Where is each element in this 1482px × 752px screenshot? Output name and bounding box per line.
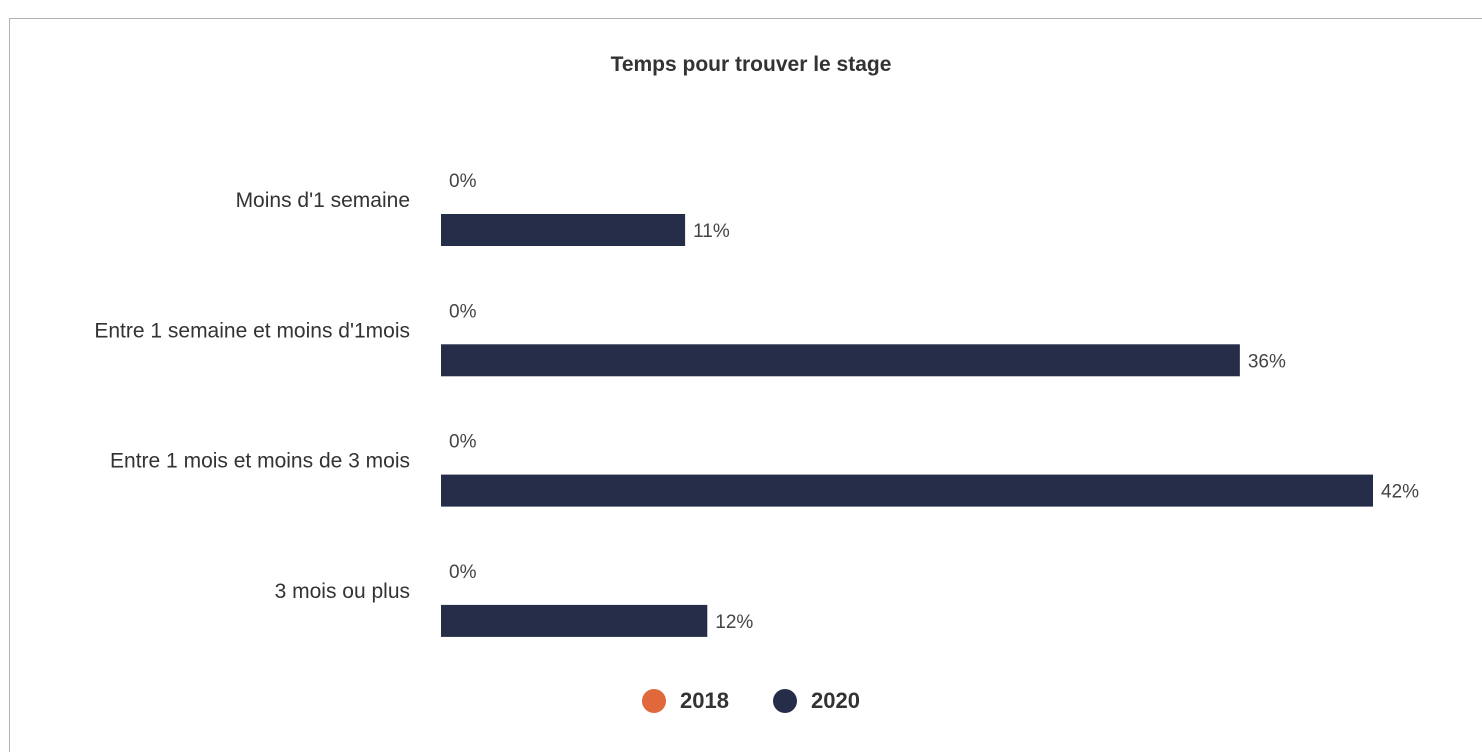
bar-2020-entre-1-semaine-et-moins-d-1mois[interactable]: [441, 344, 1240, 377]
bar-2020-entre-1-mois-et-moins-de-3-mois[interactable]: [441, 474, 1373, 507]
legend-swatch-2018: [642, 689, 667, 713]
data-label-2020-entre-1-mois-et-moins-de-3-mois: 42%: [1381, 482, 1419, 503]
legend-label-2020: 2020: [811, 688, 860, 713]
category-label-entre-1-mois-et-moins-de-3-mois: Entre 1 mois et moins de 3 mois: [110, 450, 410, 473]
chart-title: Temps pour trouver le stage: [610, 53, 892, 76]
bar-2020-moins-d-1-semaine[interactable]: [441, 214, 686, 246]
bar-2020-3-mois-ou-plus[interactable]: [441, 604, 708, 637]
chart-legend: 2018 2020: [0, 688, 1482, 714]
category-label-3-mois-ou-plus: 3 mois ou plus: [275, 580, 410, 603]
data-label-2020-moins-d-1-semaine: 11%: [693, 221, 730, 242]
legend-item-2018[interactable]: 2018: [642, 688, 729, 714]
chart-frame: [9, 18, 1482, 752]
legend-item-2020[interactable]: 2020: [773, 688, 860, 714]
legend-label-2018: 2018: [680, 688, 729, 713]
legend-swatch-2020: [773, 689, 797, 713]
data-label-2018-entre-1-semaine-et-moins-d-1mois: 0%: [449, 301, 477, 322]
data-label-2018-moins-d-1-semaine: 0%: [449, 171, 477, 192]
data-label-2020-entre-1-semaine-et-moins-d-1mois: 36%: [1248, 351, 1286, 372]
data-label-2020-3-mois-ou-plus: 12%: [715, 612, 753, 633]
category-label-entre-1-semaine-et-moins-d-1mois: Entre 1 semaine et moins d'1mois: [94, 319, 410, 342]
data-label-2018-entre-1-mois-et-moins-de-3-mois: 0%: [449, 432, 477, 453]
data-label-2018-3-mois-ou-plus: 0%: [449, 562, 477, 583]
category-label-moins-d-1-semaine: Moins d'1 semaine: [236, 189, 410, 212]
